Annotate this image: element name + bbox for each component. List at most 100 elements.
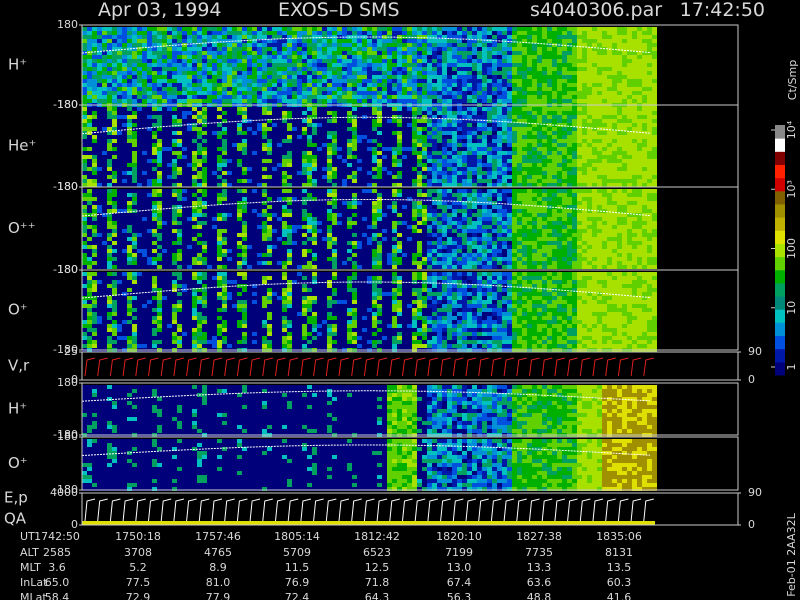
spectrogram-cell: [387, 163, 392, 167]
spectrogram-cell: [377, 99, 382, 103]
spectrogram-cell: [362, 67, 367, 71]
spectrogram-cell: [352, 147, 357, 151]
spectrogram-cell: [332, 59, 337, 63]
spectrogram-cell: [232, 67, 237, 71]
spectrogram-cell: [572, 119, 577, 123]
spectrogram-cell: [102, 155, 107, 159]
spectrogram-cell: [92, 63, 97, 67]
spectrogram-cell: [457, 119, 462, 123]
spectrogram-cell: [492, 163, 497, 167]
spectrogram-cell: [207, 75, 212, 79]
spectrogram-cell: [412, 139, 417, 143]
spectrogram-cell: [202, 155, 207, 159]
spectrogram-cell: [237, 87, 242, 91]
spectrogram-cell: [247, 35, 252, 39]
spectrogram-cell: [602, 51, 607, 55]
spectrogram-cell: [127, 75, 132, 79]
footer: Feb-01 2AA32L: [785, 512, 798, 596]
spectrogram-cell: [467, 123, 472, 127]
spectrogram-cell: [127, 193, 132, 197]
spectrogram-cell: [257, 67, 262, 71]
spectrogram-cell: [317, 131, 322, 135]
spectrogram-cell: [647, 175, 652, 179]
spectrogram-cell: [122, 147, 127, 151]
spectrogram-cell: [277, 135, 282, 139]
spectrogram-cell: [172, 139, 177, 143]
spectrogram-cell: [302, 147, 307, 151]
spectrogram-cell: [242, 35, 247, 39]
spectrogram-cell: [387, 83, 392, 87]
spectrogram-cell: [92, 189, 97, 193]
spectrogram-cell: [222, 83, 227, 87]
spectrogram-cell: [407, 91, 412, 95]
spectrogram-cell: [347, 43, 352, 47]
spectrogram-cell: [547, 47, 552, 51]
spectrogram-cell: [117, 63, 122, 67]
spectrogram-cell: [557, 119, 562, 123]
spectrogram-cell: [162, 59, 167, 63]
spectrogram-cell: [477, 179, 482, 183]
spectrogram-cell: [467, 135, 472, 139]
spectrogram-cell: [652, 147, 657, 151]
spectrogram-cell: [572, 39, 577, 43]
spectrogram-cell: [137, 139, 142, 143]
spectrogram-cell: [292, 51, 297, 55]
spectrogram-cell: [597, 111, 602, 115]
spectrogram-cell: [452, 147, 457, 151]
spectrogram-cell: [577, 87, 582, 91]
spectrogram-cell: [367, 131, 372, 135]
spectrogram-cell: [472, 119, 477, 123]
spectrogram-cell: [582, 115, 587, 119]
spectrogram-cell: [147, 27, 152, 31]
spectrogram-cell: [522, 155, 527, 159]
spectrogram-cell: [652, 163, 657, 167]
spectrogram-cell: [192, 59, 197, 63]
spectrogram-cell: [367, 67, 372, 71]
spectrogram-cell: [152, 167, 157, 171]
spectrogram-cell: [367, 79, 372, 83]
spectrogram-cell: [127, 253, 132, 257]
spectrogram-cell: [397, 95, 402, 99]
spectrogram-cell: [172, 189, 177, 193]
spectrogram-cell: [252, 159, 257, 163]
spectrogram-cell: [137, 143, 142, 147]
spectrogram-cell: [352, 71, 357, 75]
spectrogram-cell: [307, 143, 312, 147]
spectrogram-cell: [492, 151, 497, 155]
spectrogram-cell: [92, 35, 97, 39]
spectrogram-cell: [602, 75, 607, 79]
spectrogram-cell: [127, 159, 132, 163]
spectrogram-cell: [552, 47, 557, 51]
spectrogram-cell: [242, 87, 247, 91]
spectrogram-cell: [242, 167, 247, 171]
spectrogram-cell: [517, 159, 522, 163]
spectrogram-cell: [132, 217, 137, 221]
spectrogram-cell: [92, 79, 97, 83]
spectrogram-cell: [222, 139, 227, 143]
spectrogram-cell: [387, 67, 392, 71]
spectrogram-cell: [627, 87, 632, 91]
spectrogram-cell: [517, 163, 522, 167]
spectrogram-cell: [202, 63, 207, 67]
spectrogram-cell: [477, 167, 482, 171]
spectrogram-cell: [512, 163, 517, 167]
spectrogram-cell: [277, 63, 282, 67]
spectrogram-cell: [147, 139, 152, 143]
spectrogram-cell: [607, 35, 612, 39]
spectrogram-cell: [557, 147, 562, 151]
spectrogram-cell: [132, 115, 137, 119]
spectrogram-cell: [537, 107, 542, 111]
spectrogram-cell: [422, 123, 427, 127]
spectrogram-cell: [157, 99, 162, 103]
spectrogram-cell: [207, 119, 212, 123]
spectrogram-cell: [317, 67, 322, 71]
spectrogram-cell: [132, 59, 137, 63]
spectrogram-cell: [147, 197, 152, 201]
spectrogram-cell: [422, 71, 427, 75]
spectrogram-cell: [287, 43, 292, 47]
spectrogram-cell: [122, 233, 127, 237]
spectrogram-cell: [202, 83, 207, 87]
spectrogram-cell: [172, 221, 177, 225]
spectrogram-cell: [307, 31, 312, 35]
spectrogram-cell: [562, 179, 567, 183]
